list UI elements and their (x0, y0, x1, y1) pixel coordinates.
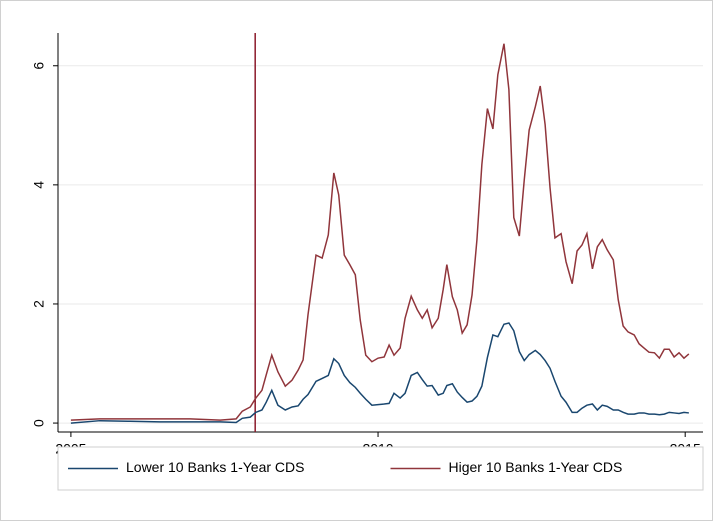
y-tick-label: 4 (31, 181, 47, 189)
y-tick-label: 6 (31, 62, 47, 70)
legend-box (57, 446, 704, 491)
series-line (70, 322, 689, 424)
legend-label: Lower 10 Banks 1-Year CDS (126, 459, 304, 475)
legend-label: Higer 10 Banks 1-Year CDS (449, 459, 623, 475)
series-line (70, 43, 690, 421)
y-tick-label: 0 (31, 419, 47, 427)
y-tick-label: 2 (31, 300, 47, 308)
